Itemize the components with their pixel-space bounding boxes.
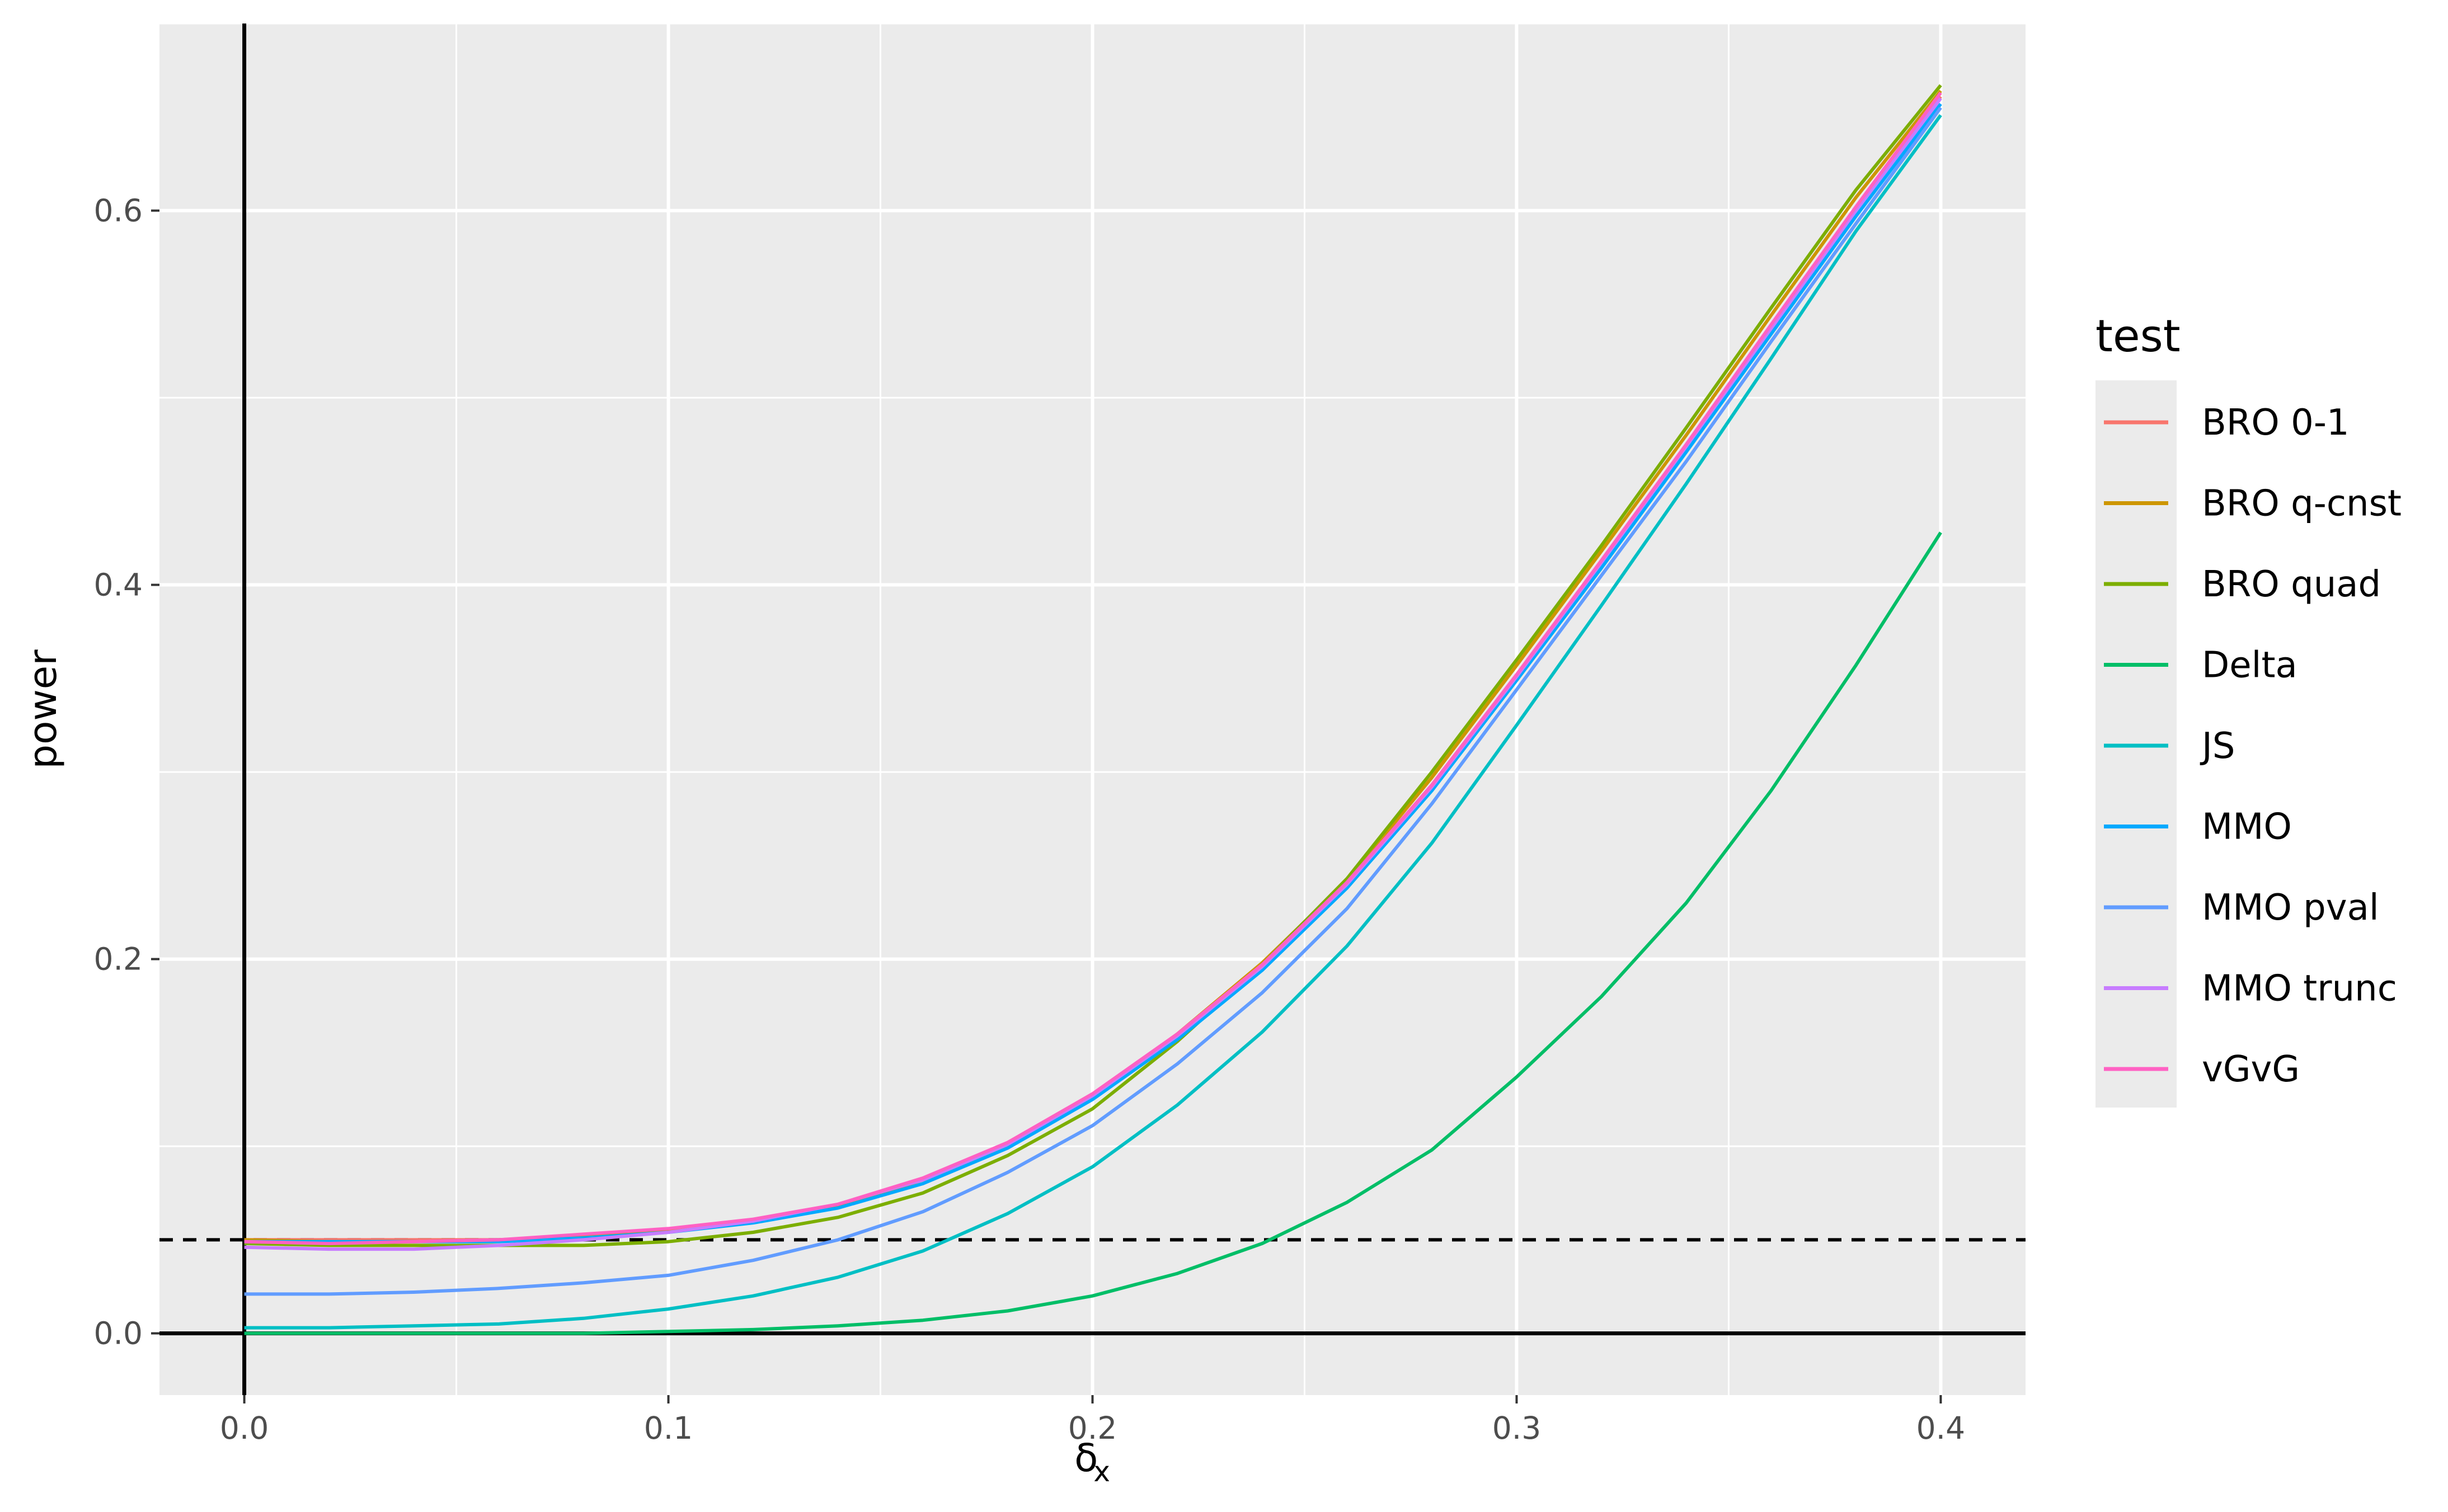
legend-label: BRO quad: [2202, 564, 2381, 605]
legend: test BRO 0-1 BRO q-cnst BRO quad Delta JS MMO…: [2095, 310, 2402, 1108]
series-line-js: [244, 114, 1942, 1330]
x-tick-label: 0.4: [1916, 1410, 1965, 1446]
y-axis-title: power: [21, 649, 65, 769]
legend-label: MMO: [2202, 807, 2292, 848]
x-tick-label: 0.2: [1068, 1410, 1117, 1446]
legend-label: BRO 0-1: [2202, 402, 2350, 444]
y-tick-label: 0.4: [94, 567, 143, 603]
x-axis-title: δx: [1074, 1436, 1110, 1488]
legend-items: BRO 0-1 BRO q-cnst BRO quad Delta JS MMO MMO p…: [2104, 402, 2402, 1090]
y-axis-ticks: 0.0 0.2 0.4 0.6: [94, 193, 159, 1351]
series-line-mmo: [244, 102, 1942, 1243]
x-axis-title-subscript: x: [1093, 1456, 1110, 1488]
y-tick-label: 0.0: [94, 1316, 143, 1351]
legend-title: test: [2095, 310, 2181, 362]
legend-label: JS: [2200, 726, 2235, 767]
series-line-vgvg: [244, 92, 1942, 1245]
legend-label: Delta: [2202, 645, 2297, 686]
legend-label: MMO trunc: [2202, 968, 2397, 1010]
x-tick-label: 0.3: [1492, 1410, 1541, 1446]
x-tick-label: 0.0: [220, 1410, 269, 1446]
y-tick-label: 0.6: [94, 193, 143, 229]
series-lines: [244, 84, 1942, 1335]
series-line-bro-quad: [244, 84, 1942, 1247]
legend-label: BRO q-cnst: [2202, 483, 2402, 525]
legend-label: vGvG: [2202, 1049, 2300, 1090]
x-tick-label: 0.1: [644, 1410, 693, 1446]
series-line-delta: [244, 531, 1942, 1335]
x-axis-title-symbol: δ: [1074, 1436, 1098, 1481]
series-line-mmo-pval: [244, 106, 1942, 1296]
x-axis-ticks: 0.0 0.1 0.2 0.3 0.4: [220, 1395, 1965, 1446]
y-tick-label: 0.2: [94, 941, 143, 977]
legend-label: MMO pval: [2202, 887, 2379, 929]
